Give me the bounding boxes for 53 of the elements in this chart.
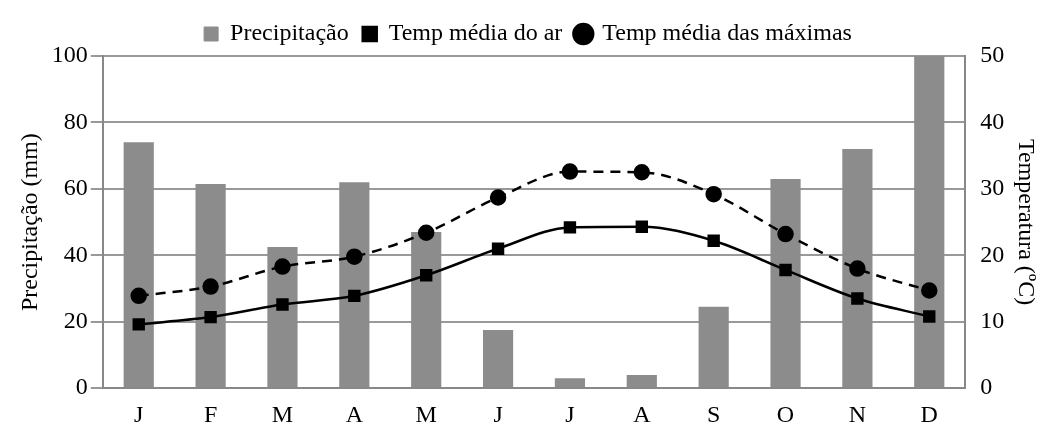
legend-label: Precipitação bbox=[230, 19, 349, 46]
point bbox=[274, 258, 291, 275]
legend-label: Temp média das máximas bbox=[602, 19, 852, 46]
y2-tick-label: 20 bbox=[980, 240, 1005, 267]
x-tick-label: S bbox=[706, 400, 721, 427]
x-tick-label: A bbox=[633, 400, 652, 427]
point bbox=[851, 292, 864, 305]
y2-tick-label: 0 bbox=[980, 373, 993, 400]
point bbox=[849, 260, 866, 277]
y2-tick-label: 30 bbox=[980, 174, 1005, 201]
y2-tick-label: 10 bbox=[980, 307, 1005, 334]
x-tick-label: M bbox=[415, 400, 437, 427]
point bbox=[705, 185, 722, 203]
legend-label: Temp média do ar bbox=[388, 19, 563, 46]
x-tick-label: N bbox=[848, 400, 867, 427]
point bbox=[489, 189, 507, 206]
y-tick-label: 0 bbox=[75, 373, 88, 400]
point bbox=[202, 278, 219, 295]
point bbox=[491, 242, 505, 255]
x-tick-label: J bbox=[134, 400, 144, 427]
y-tick-label: 100 bbox=[51, 41, 88, 68]
x-tick-label: O bbox=[776, 400, 795, 427]
point bbox=[132, 318, 145, 331]
point bbox=[130, 287, 147, 305]
point bbox=[635, 220, 648, 233]
point bbox=[923, 310, 936, 323]
point bbox=[276, 298, 289, 311]
point bbox=[921, 282, 938, 299]
x-tick-label: J bbox=[565, 400, 575, 427]
point bbox=[348, 289, 361, 303]
x-tick-label: F bbox=[203, 400, 218, 427]
point bbox=[346, 248, 363, 265]
y-tick-label: 40 bbox=[63, 240, 88, 267]
point bbox=[777, 225, 794, 243]
y-axis-title: Precipitação (mm) bbox=[15, 133, 42, 312]
y-tick-label: 80 bbox=[63, 107, 88, 134]
point bbox=[633, 164, 651, 181]
x-tick-label: D bbox=[920, 400, 938, 427]
point bbox=[561, 163, 579, 180]
x-tick-label: A bbox=[345, 400, 364, 427]
y2-tick-label: 50 bbox=[980, 41, 1005, 68]
y-tick-label: 20 bbox=[63, 307, 88, 334]
y-tick-label: 60 bbox=[63, 174, 88, 201]
x-tick-label: M bbox=[271, 400, 294, 427]
point bbox=[204, 310, 217, 324]
point bbox=[563, 221, 577, 234]
point bbox=[417, 224, 435, 241]
y2-axis-title: Temperatura (ºC) bbox=[1014, 138, 1041, 306]
x-tick-label: J bbox=[493, 400, 503, 427]
y2-tick-label: 40 bbox=[980, 107, 1005, 134]
point bbox=[707, 234, 720, 247]
point bbox=[420, 269, 433, 282]
point bbox=[779, 263, 792, 277]
